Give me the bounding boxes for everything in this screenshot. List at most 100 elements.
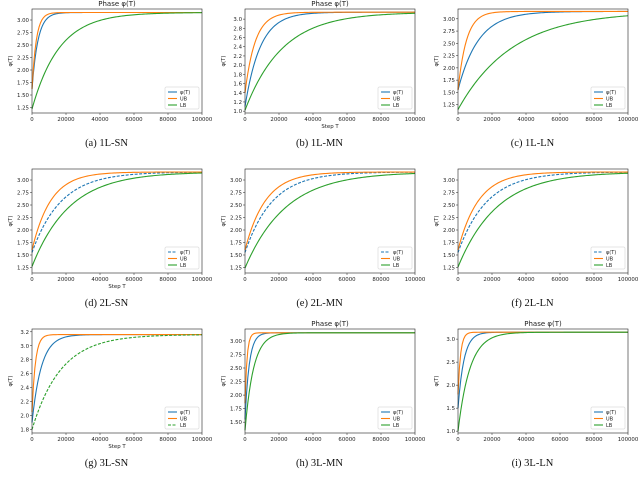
y-tick-label: 1.6 — [233, 82, 242, 88]
y-axis-label: φ(T) — [434, 55, 440, 66]
series-line-1 — [31, 334, 202, 413]
plot-frame — [457, 8, 629, 114]
x-axis-label: Step T — [108, 284, 126, 290]
legend-entry: φ(T) — [393, 90, 403, 96]
y-tick-label: 2.25 — [17, 56, 29, 62]
x-tick-label: 40000 — [304, 437, 322, 443]
y-axis-label: φ(T) — [221, 375, 227, 386]
line-chart: Phase φ(T) 0 20000 40000 60000 80000 100000 1.0… — [434, 320, 639, 443]
y-tick-label: 3.0 — [233, 17, 242, 23]
y-tick-label: 2.6 — [20, 372, 29, 378]
series-line-1 — [457, 10, 628, 91]
series-line-1 — [244, 11, 415, 93]
y-tick-label: 3.00 — [230, 339, 243, 345]
legend-entry: LB — [393, 263, 400, 269]
y-tick-label: 1.75 — [230, 241, 242, 247]
line-chart: 0 20000 40000 60000 80000 100000 1.25 1.50 1.75 2… — [434, 168, 639, 283]
y-tick-label: 1.4 — [233, 91, 242, 97]
y-tick-label: 3.2 — [20, 330, 29, 336]
plot-frame — [31, 168, 203, 274]
legend-entry: φ(T) — [180, 410, 190, 416]
x-tick-label: 0 — [456, 437, 460, 443]
y-tick-label: 2.75 — [443, 191, 455, 197]
y-tick-label: 2.00 — [17, 228, 30, 234]
y-tick-label: 1.25 — [443, 266, 455, 272]
x-tick-label: 20000 — [483, 437, 501, 443]
y-tick-label: 1.75 — [443, 241, 455, 247]
x-tick-label: 60000 — [125, 437, 143, 443]
y-tick-label: 2.2 — [20, 400, 29, 406]
y-tick-label: 1.50 — [443, 253, 456, 259]
x-tick-label: 100000 — [192, 277, 213, 283]
plot-frame — [457, 168, 629, 274]
y-tick-label: 2.25 — [230, 380, 242, 386]
legend-entry: LB — [606, 423, 613, 429]
y-axis-label: φ(T) — [221, 215, 227, 226]
series-line-2 — [457, 331, 628, 432]
x-tick-label: 0 — [30, 117, 34, 123]
legend-entry: UB — [180, 256, 188, 262]
line-chart: 0 20000 40000 60000 80000 100000 1.8 2.0 2.2 2.4 2… — [8, 328, 213, 450]
legend-entry: φ(T) — [606, 250, 616, 256]
series-line-1 — [457, 171, 628, 251]
chart-title: Phase φ(T) — [311, 320, 349, 328]
x-tick-label: 60000 — [551, 437, 569, 443]
x-tick-label: 100000 — [405, 437, 426, 443]
subfigure-caption: (d) 2L-SN — [84, 298, 129, 309]
series-line-0 — [244, 171, 415, 253]
x-tick-label: 80000 — [372, 437, 390, 443]
y-tick-label: 2.25 — [230, 216, 242, 222]
y-tick-label: 3.00 — [443, 178, 456, 184]
y-tick-label: 1.50 — [230, 420, 243, 426]
x-tick-label: 20000 — [270, 437, 288, 443]
y-axis-label: φ(T) — [221, 55, 227, 66]
y-tick-label: 2.75 — [230, 352, 242, 358]
legend-entry: LB — [180, 423, 187, 429]
x-tick-label: 100000 — [192, 117, 213, 123]
y-tick-label: 2.75 — [17, 31, 29, 37]
y-tick-label: 3.0 — [446, 337, 455, 343]
y-tick-label: 2.50 — [17, 43, 30, 49]
series-line-0 — [31, 171, 203, 253]
y-tick-label: 1.25 — [17, 106, 29, 112]
legend-entry: UB — [393, 96, 401, 102]
y-axis-label: φ(T) — [8, 215, 14, 226]
line-chart: 0 20000 40000 60000 80000 100000 1.25 1.50 1.75 2… — [8, 168, 213, 290]
y-tick-label: 3.00 — [230, 178, 243, 184]
y-tick-label: 2.0 — [446, 383, 455, 389]
x-tick-label: 100000 — [618, 437, 639, 443]
y-tick-label: 2.00 — [17, 68, 30, 74]
line-chart: Phase φ(T) 0 20000 40000 60000 80000 100000 1.5… — [221, 320, 426, 443]
y-tick-label: 2.00 — [443, 228, 456, 234]
x-tick-label: 0 — [243, 277, 247, 283]
legend-entry: UB — [180, 96, 188, 102]
y-tick-label: 2.50 — [443, 203, 456, 209]
x-tick-label: 40000 — [517, 117, 535, 123]
x-tick-label: 60000 — [338, 277, 356, 283]
legend-entry: LB — [606, 263, 613, 269]
subfigure-caption: (e) 2L-MN — [296, 298, 343, 309]
y-axis-label: φ(T) — [434, 215, 440, 226]
x-tick-label: 60000 — [125, 117, 143, 123]
y-tick-label: 2.25 — [443, 216, 455, 222]
x-tick-label: 0 — [243, 437, 247, 443]
y-tick-label: 2.75 — [443, 29, 455, 35]
y-tick-label: 1.75 — [443, 78, 455, 84]
plot-frame — [457, 328, 629, 434]
subfigure-caption: (c) 1L-LN — [510, 138, 555, 149]
x-tick-label: 60000 — [551, 277, 569, 283]
line-chart: Phase φ(T) 0 20000 40000 60000 80000 100000 1.0… — [221, 0, 426, 130]
chart-panel: Phase φ(T) 0 20000 40000 60000 80000 100000 1.2… — [0, 0, 213, 158]
x-tick-label: 100000 — [192, 437, 213, 443]
x-tick-label: 20000 — [270, 117, 288, 123]
x-tick-label: 0 — [243, 117, 247, 123]
x-tick-label: 60000 — [338, 437, 356, 443]
x-tick-label: 40000 — [517, 277, 535, 283]
subfigure-caption: (f) 2L-LN — [511, 298, 554, 309]
y-tick-label: 1.75 — [230, 407, 242, 413]
